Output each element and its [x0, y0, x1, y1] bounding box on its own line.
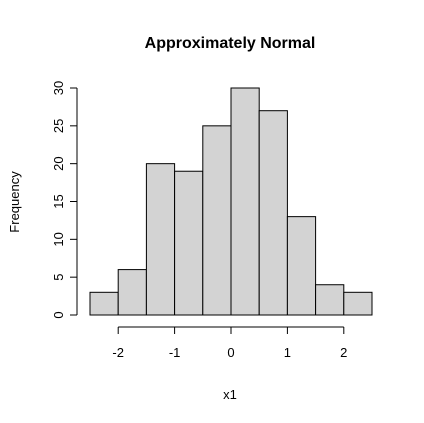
y-tick-label: 0	[51, 311, 66, 318]
x-axis: -2 -1 0 1 2	[112, 326, 347, 360]
histogram-bar	[315, 284, 345, 316]
histogram-bar	[202, 125, 232, 316]
y-tick-label: 25	[51, 119, 66, 133]
y-tick-label: 15	[51, 194, 66, 208]
x-tick-label: 1	[284, 345, 291, 360]
x-tick-label: -2	[112, 345, 124, 360]
y-tick-label: 5	[51, 274, 66, 281]
histogram-bar	[230, 87, 260, 316]
histogram-bar	[286, 216, 317, 316]
histogram-bar	[89, 291, 119, 316]
x-axis-label: x1	[223, 387, 237, 402]
y-axis: 0 5 10 15 20 25 30	[51, 81, 78, 319]
x-tick-label: 0	[227, 345, 234, 360]
histogram-bar	[174, 170, 204, 316]
histogram-bars	[89, 87, 373, 316]
histogram-bar	[343, 291, 373, 316]
histogram-bar	[117, 269, 147, 316]
y-tick-label: 10	[51, 232, 66, 246]
histogram-bar	[145, 163, 176, 316]
y-tick-label: 20	[51, 156, 66, 170]
x-tick-label: -1	[169, 345, 181, 360]
chart-title: Approximately Normal	[145, 35, 316, 52]
y-tick-label: 30	[51, 81, 66, 95]
y-axis-label: Frequency	[7, 171, 22, 233]
x-tick-label: 2	[340, 345, 347, 360]
histogram-bar	[258, 110, 288, 316]
